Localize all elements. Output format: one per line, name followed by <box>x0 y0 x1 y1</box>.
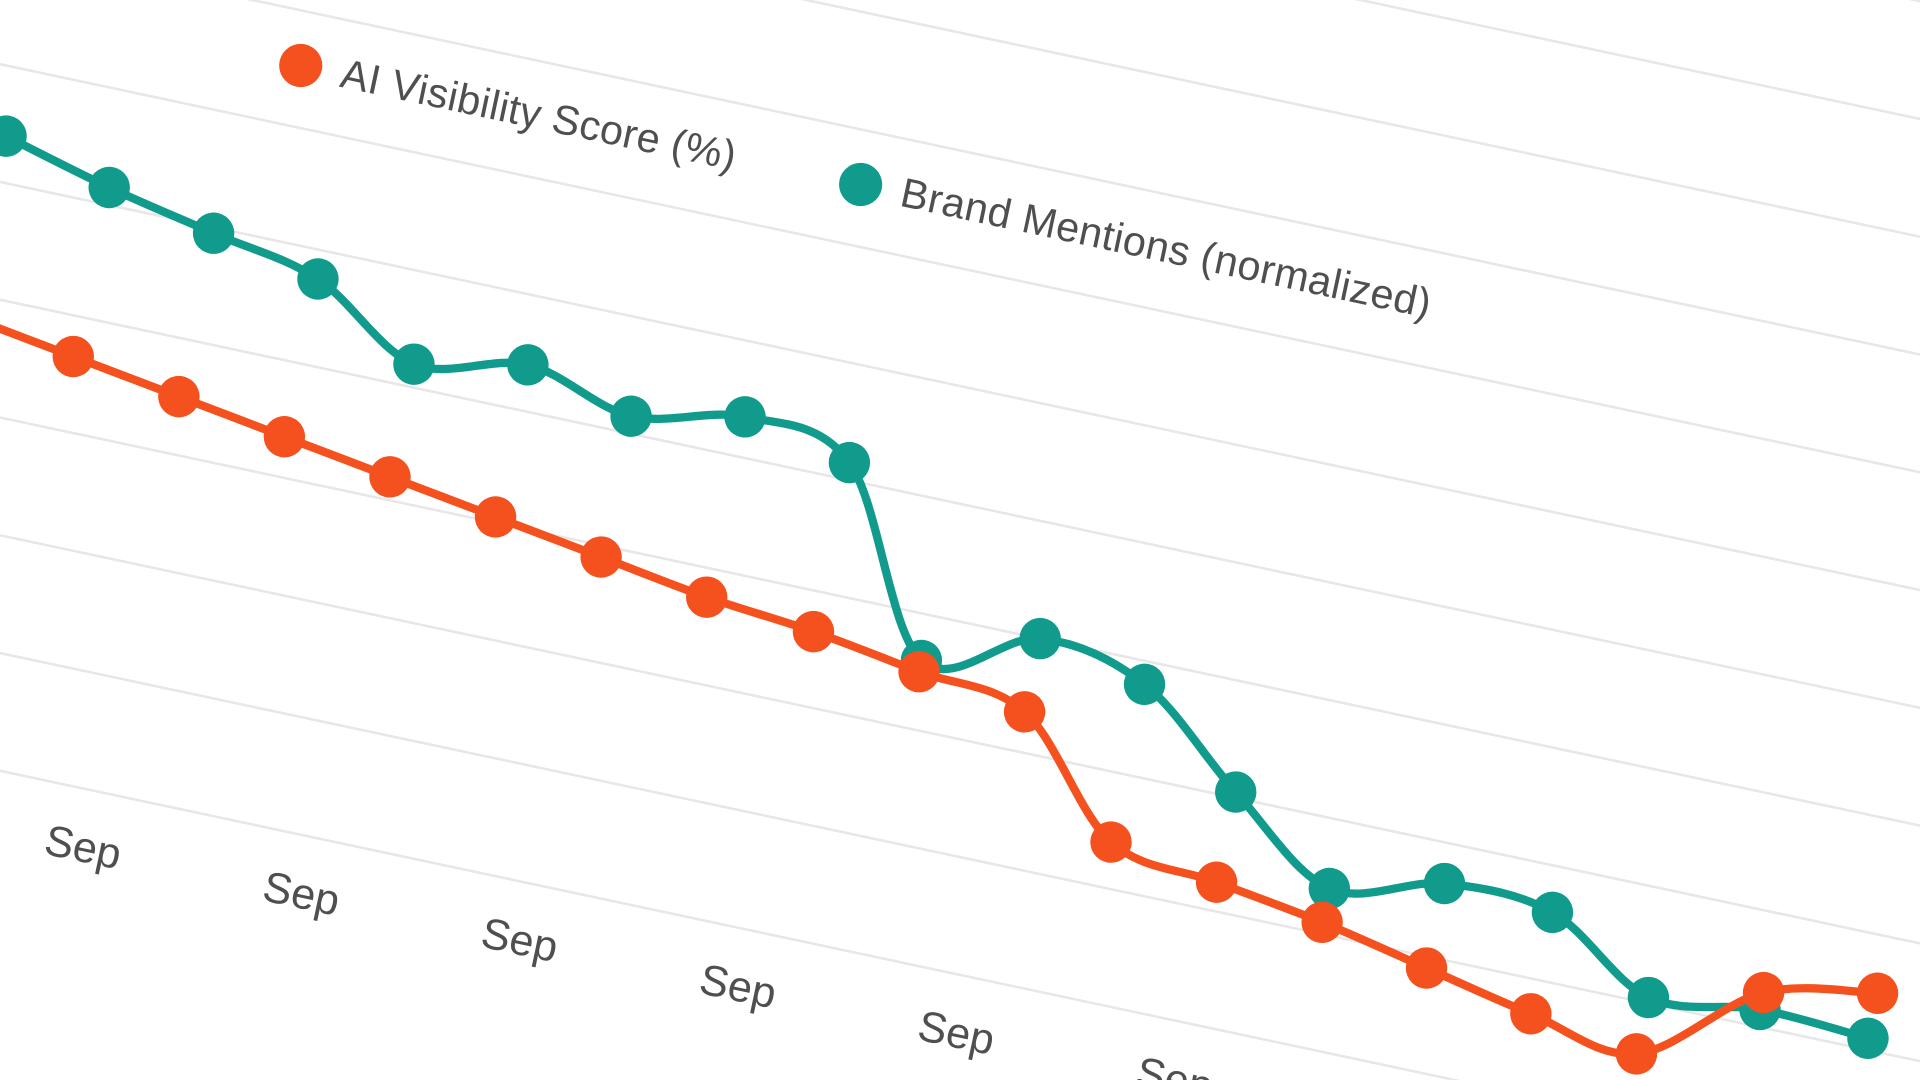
horizontal-gridline <box>0 0 1920 309</box>
horizontal-gridline <box>0 608 1920 1080</box>
data-point-brand-mentions-5[interactable] <box>389 340 438 389</box>
data-point-brand-mentions-1[interactable] <box>0 112 31 161</box>
horizontal-gridline <box>0 44 1920 534</box>
x-axis-tick-label: Sep <box>477 909 562 972</box>
data-point-ai-visibility-score-14[interactable] <box>1298 898 1347 947</box>
data-point-brand-mentions-4[interactable] <box>293 254 342 303</box>
legend-orange-dot-icon <box>275 39 327 91</box>
data-point-ai-visibility-score-17[interactable] <box>1612 1029 1661 1078</box>
x-axis-tick-label: Sep <box>1132 1048 1217 1080</box>
data-point-ai-visibility-score-11[interactable] <box>1000 687 1049 736</box>
data-point-ai-visibility-score-13[interactable] <box>1192 858 1241 907</box>
x-axis-tick-label: Sep <box>695 955 780 1018</box>
data-point-brand-mentions-8[interactable] <box>720 392 769 441</box>
horizontal-gridline <box>0 0 1920 196</box>
x-axis-tick-label: Sep <box>40 816 125 879</box>
horizontal-gridline <box>0 270 1920 760</box>
data-point-brand-mentions-16[interactable] <box>1528 888 1577 937</box>
data-point-ai-visibility-score-15[interactable] <box>1402 943 1451 992</box>
data-point-brand-mentions-13[interactable] <box>1211 767 1260 816</box>
data-point-brand-mentions-14[interactable] <box>1305 864 1354 913</box>
data-point-brand-mentions-19[interactable] <box>1843 1014 1892 1063</box>
data-point-brand-mentions-2[interactable] <box>85 163 134 212</box>
horizontal-gridline <box>0 157 1920 647</box>
horizontal-gridline <box>0 720 1920 1080</box>
horizontal-gridline <box>0 495 1920 985</box>
data-point-ai-visibility-score-10[interactable] <box>894 647 943 696</box>
data-point-ai-visibility-score-16[interactable] <box>1506 989 1555 1038</box>
data-point-ai-visibility-score-8[interactable] <box>682 573 731 622</box>
horizontal-gridline <box>0 0 1920 422</box>
data-point-brand-mentions-12[interactable] <box>1120 660 1169 709</box>
data-point-ai-visibility-score-5[interactable] <box>365 452 414 501</box>
data-point-ai-visibility-score-7[interactable] <box>577 532 626 581</box>
data-point-ai-visibility-score-18[interactable] <box>1739 968 1788 1017</box>
data-point-brand-mentions-15[interactable] <box>1420 859 1469 908</box>
data-point-brand-mentions-7[interactable] <box>607 392 656 441</box>
data-point-ai-visibility-score-2[interactable] <box>49 332 98 381</box>
x-axis-tick-label: Sep <box>914 1002 999 1065</box>
x-axis-tick-label: Sep <box>259 863 344 926</box>
data-point-brand-mentions-3[interactable] <box>189 209 238 258</box>
data-point-ai-visibility-score-9[interactable] <box>789 607 838 656</box>
data-point-ai-visibility-score-6[interactable] <box>471 492 520 541</box>
data-point-brand-mentions-11[interactable] <box>1016 614 1065 663</box>
horizontal-gridline <box>10 0 1920 84</box>
data-point-brand-mentions-17[interactable] <box>1624 973 1673 1022</box>
data-point-ai-visibility-score-19[interactable] <box>1853 969 1902 1018</box>
horizontal-gridline <box>0 382 1920 872</box>
legend-teal-dot-icon <box>835 158 887 210</box>
data-point-ai-visibility-score-3[interactable] <box>154 372 203 421</box>
data-point-ai-visibility-score-12[interactable] <box>1086 818 1135 867</box>
data-point-brand-mentions-9[interactable] <box>825 438 874 487</box>
data-point-ai-visibility-score-4[interactable] <box>260 412 309 461</box>
data-point-brand-mentions-6[interactable] <box>503 340 552 389</box>
